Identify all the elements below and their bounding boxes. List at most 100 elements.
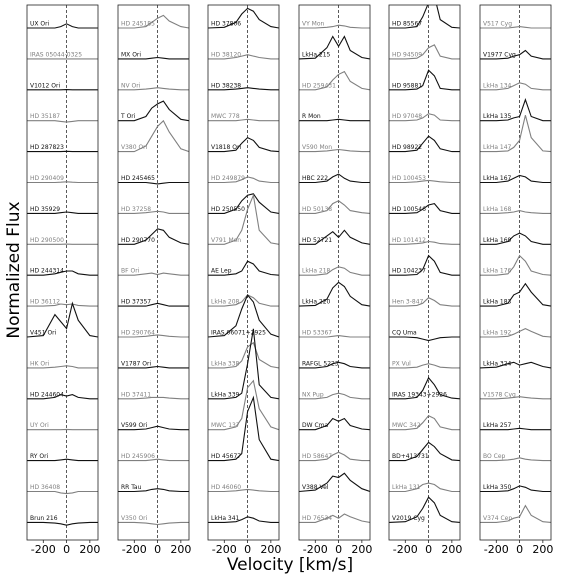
x-tick-label: 200	[170, 543, 191, 556]
spectrum-line	[389, 113, 460, 122]
star-label: HD 50138	[302, 206, 332, 213]
star-label: HD 287823	[30, 144, 64, 151]
star-label: HD 98922	[392, 144, 422, 151]
star-label: V599 Ori	[121, 422, 148, 429]
spectrum-line	[299, 266, 370, 276]
spectrum-line	[299, 200, 370, 214]
star-label: CQ Uma	[392, 330, 417, 337]
spectrum-line	[299, 229, 370, 245]
spectrum-line	[208, 488, 279, 493]
spectrum-line	[389, 441, 460, 462]
star-label: IRAS 05044-0325	[30, 51, 82, 58]
spectrum-line	[27, 270, 98, 276]
star-label: LkHa 350	[483, 484, 512, 491]
spectrum-line	[27, 181, 98, 184]
spectrum-line	[389, 363, 460, 369]
spectrum-line	[118, 334, 189, 338]
x-tick-label: 0	[244, 543, 251, 556]
star-label: HD 85567	[392, 21, 422, 28]
star-label: BO Cep	[483, 453, 506, 460]
star-label: R Mon	[302, 113, 321, 120]
star-label: MX Ori	[121, 51, 141, 58]
star-label: HD 76534	[302, 515, 332, 522]
star-label: MWC 778	[211, 113, 240, 120]
spectrum-line	[118, 521, 189, 526]
star-label: HD 35929	[30, 206, 60, 213]
star-label: HD 37806	[211, 21, 241, 28]
star-label: MWC 342	[392, 422, 421, 429]
star-label: LkHa 176	[483, 268, 512, 275]
spectrum-line	[118, 425, 189, 431]
spectrum-line	[480, 174, 551, 184]
spectrum-line	[299, 173, 370, 184]
star-label: LkHa 341	[211, 515, 240, 522]
x-tick-label: 0	[63, 543, 70, 556]
spectrum-line	[480, 396, 551, 400]
spectrum-line	[208, 87, 279, 91]
star-label: RR Tau	[121, 484, 142, 491]
spectrum-line	[27, 365, 98, 369]
star-label: LkHa 134	[483, 82, 512, 89]
x-tick-label: 200	[532, 543, 553, 556]
star-label: V1012 Ori	[30, 82, 60, 89]
spectrum-line	[299, 472, 370, 493]
star-label: HD 245465	[121, 175, 155, 182]
x-tick-label: -200	[212, 543, 237, 556]
panel: V517 Cyg V1977 Cyg LkHa 134 LkHa 135 LkHa 14…	[480, 5, 551, 540]
panel-frame	[207, 4, 280, 541]
spectrum-line	[299, 118, 370, 122]
spectrum-line	[480, 457, 551, 462]
spectrum-line	[208, 395, 279, 462]
panel: HD 37806 HD 38120 HD 38238 MWC 778 V1818 Ori…	[208, 5, 279, 540]
star-label: AE Lep	[211, 268, 232, 275]
spectrum-line	[118, 458, 189, 462]
star-label: HD 52721	[302, 237, 332, 244]
spectrum-line	[480, 232, 551, 245]
spectrum-line	[118, 119, 189, 153]
star-label: V350 Ori	[121, 515, 148, 522]
spectrum-line	[480, 98, 551, 122]
x-tick-label: -200	[484, 543, 509, 556]
spectrum-line	[299, 24, 370, 29]
spectrum-line	[480, 485, 551, 493]
star-label: LkHa 208	[211, 299, 240, 306]
star-label: V1977 Cyg	[483, 51, 516, 58]
star-label: T Ori	[120, 113, 136, 120]
x-tick-label: -200	[31, 543, 56, 556]
spectrum-line	[27, 521, 98, 526]
star-label: MWC 137	[211, 422, 240, 429]
x-tick-label: 200	[260, 543, 281, 556]
panel-frame	[298, 4, 371, 541]
star-label: LkHa 167	[483, 175, 512, 182]
star-label: NX Pup	[302, 391, 324, 398]
spectrum-line	[389, 5, 460, 29]
x-tick-label: -200	[122, 543, 147, 556]
x-tick-label: 200	[441, 543, 462, 556]
star-label: HD 38120	[211, 51, 241, 58]
panel: UX Ori IRAS 05044-0325 V1012 Ori HD 35187 HD…	[27, 5, 98, 540]
star-label: LkHa 257	[483, 422, 512, 429]
star-label: LkHa 324	[483, 360, 512, 367]
spectrum-line	[27, 211, 98, 214]
x-tick-label: 200	[351, 543, 372, 556]
spectrum-line	[118, 228, 189, 245]
spectrum-line	[480, 327, 551, 338]
star-label: HD 250550	[211, 206, 245, 213]
star-label: HD 36112	[30, 299, 60, 306]
spectrum-line	[208, 193, 279, 214]
star-label: DW Cma	[302, 422, 328, 429]
spectrum-line	[299, 451, 370, 462]
x-tick-label: 0	[425, 543, 432, 556]
spectrum-line	[480, 49, 551, 60]
star-label: HD 37258	[121, 206, 151, 213]
spectrum-line	[118, 396, 189, 400]
spectrum-line	[480, 427, 551, 431]
spectrum-line	[299, 417, 370, 431]
spectrum-line	[389, 179, 460, 184]
star-label: HD 38238	[211, 82, 241, 89]
star-label: V1818 Ori	[211, 144, 241, 151]
spectrum-line	[208, 54, 279, 60]
star-label: HD 37411	[121, 391, 151, 398]
panel: VY Mon LkHa 215 HD 259431 R Mon V590 Mon HBC …	[299, 5, 370, 540]
